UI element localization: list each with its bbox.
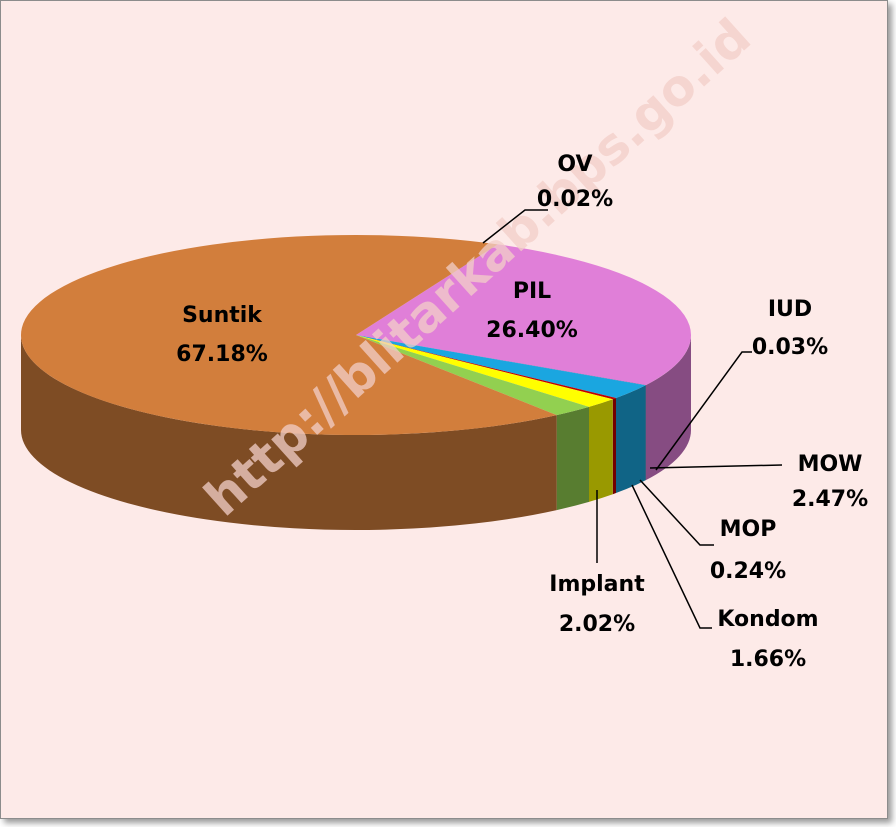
slice-name: Suntik [182,303,263,328]
slice-name: PIL [513,279,551,304]
labels: OV 0.02% PIL 26.40% IUD 0.03% MOW 2.47% MOP 0.24%… [176,152,868,672]
slice-name: Implant [549,572,645,597]
slice [356,244,691,386]
pie-sides [21,335,691,530]
slice-value-label: 2.47% [792,487,868,512]
slice-side [556,406,590,511]
slice [356,335,590,416]
slice-value-label: 0.02% [537,187,613,212]
slice [356,335,613,407]
slice-name: MOP [720,517,777,542]
leader-line [639,479,714,546]
slice-value-label: 67.18% [176,342,268,367]
slice-value-label: 1.66% [730,647,806,672]
slice [356,335,617,400]
leader-line [649,464,783,469]
slice-value-label: 0.03% [752,335,828,360]
slice [356,335,646,386]
slice-side [645,335,691,481]
slice-side [616,385,646,494]
slice [356,335,646,399]
slice-name: MOW [798,452,863,477]
slice [20,234,557,435]
leader-line [482,209,548,244]
leader-line [631,484,712,629]
leader-line [655,351,752,471]
slice-name: IUD [768,297,812,322]
slice-value-label: 0.24% [710,559,786,584]
slice-value-label: 2.02% [559,612,635,637]
slice-value-label: 26.40% [486,318,578,343]
slice-side [21,335,557,530]
slice [356,244,498,335]
slice-name: OV [557,152,592,177]
slice-name: Kondom [717,607,818,632]
slice-side [589,399,613,502]
pie-tops [20,234,691,435]
slice-side [612,398,617,495]
